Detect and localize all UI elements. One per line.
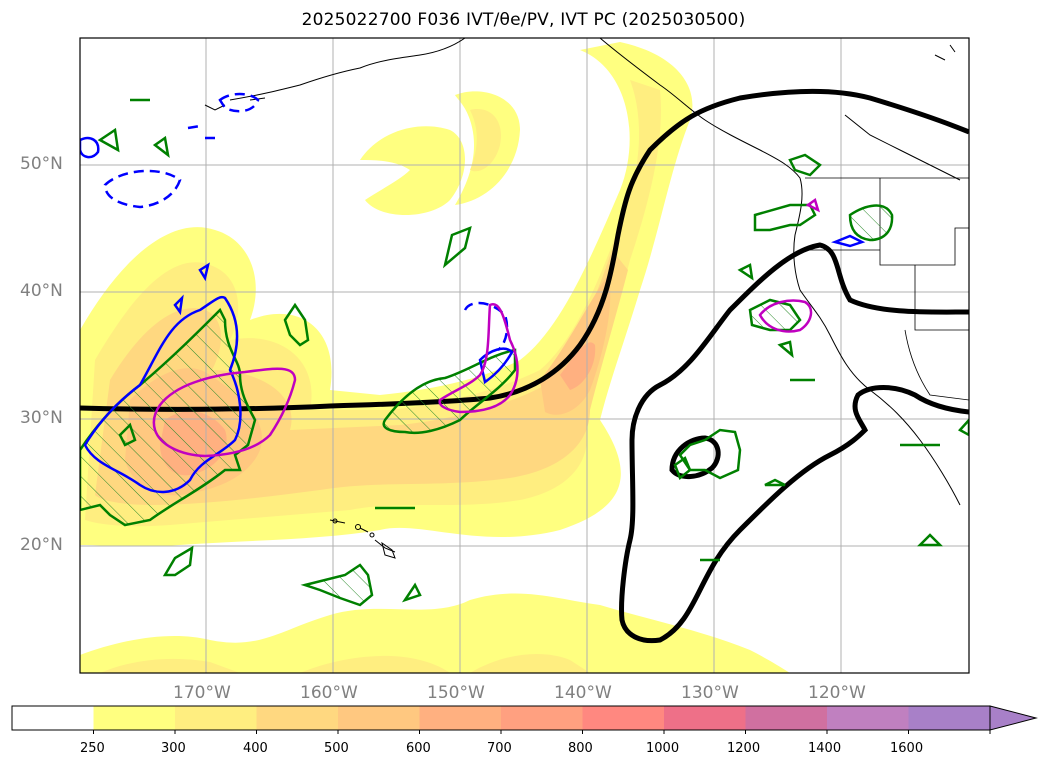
- theta-e-contours: [80, 98, 969, 607]
- ivt-pc-contours: [80, 88, 969, 644]
- colorbar-tick-700: 700: [487, 741, 512, 756]
- colorbar-tick-1000: 1000: [646, 741, 680, 756]
- colorbar-segment: [338, 706, 420, 730]
- colorbar-segment: [501, 706, 583, 730]
- colorbar-tick-250: 250: [80, 741, 105, 756]
- map-frame: [79, 37, 970, 674]
- lon-label-120w: 120°W: [808, 683, 866, 703]
- lon-label-140w: 140°W: [554, 683, 612, 703]
- colorbar-segment: [582, 706, 665, 730]
- colorbar-tick-800: 800: [568, 741, 593, 756]
- colorbar-segment: [256, 706, 339, 730]
- colorbar-tick-1200: 1200: [727, 741, 761, 756]
- colorbar-segment: [175, 706, 257, 730]
- lat-label-30n: 30°N: [20, 408, 63, 428]
- colorbar: [11, 705, 1038, 734]
- colorbar-tick-400: 400: [243, 741, 268, 756]
- lon-label-150w: 150°W: [427, 683, 485, 703]
- colorbar-tick-1400: 1400: [808, 741, 842, 756]
- lon-label-170w: 170°W: [173, 683, 231, 703]
- map-title: 2025022700 F036 IVT/θe/PV, IVT PC (20250…: [301, 10, 746, 30]
- coastlines: [204, 38, 961, 553]
- colorbar-tick-1600: 1600: [890, 741, 924, 756]
- colorbar-tick-500: 500: [324, 741, 349, 756]
- magenta-contours: [152, 197, 821, 458]
- lat-label-40n: 40°N: [20, 281, 63, 301]
- colorbar-segment: [93, 706, 176, 730]
- pv-contours: [80, 92, 866, 494]
- hawaiian-islands: [332, 518, 396, 559]
- colorbar-segment: [12, 706, 94, 730]
- lon-label-160w: 160°W: [300, 683, 358, 703]
- lat-label-20n: 20°N: [20, 535, 63, 555]
- lat-label-50n: 50°N: [20, 154, 63, 174]
- lon-label-130w: 130°W: [681, 683, 739, 703]
- colorbar-segment: [419, 706, 502, 730]
- colorbar-segment: [745, 706, 828, 730]
- map-plot-area: [80, 38, 969, 673]
- colorbar-tick-300: 300: [161, 741, 186, 756]
- colorbar-segment: [908, 706, 991, 730]
- colorbar-tick-600: 600: [406, 741, 431, 756]
- colorbar-extend-arrow: [989, 705, 1038, 731]
- colorbar-segment: [827, 706, 909, 730]
- colorbar-segment: [664, 706, 746, 730]
